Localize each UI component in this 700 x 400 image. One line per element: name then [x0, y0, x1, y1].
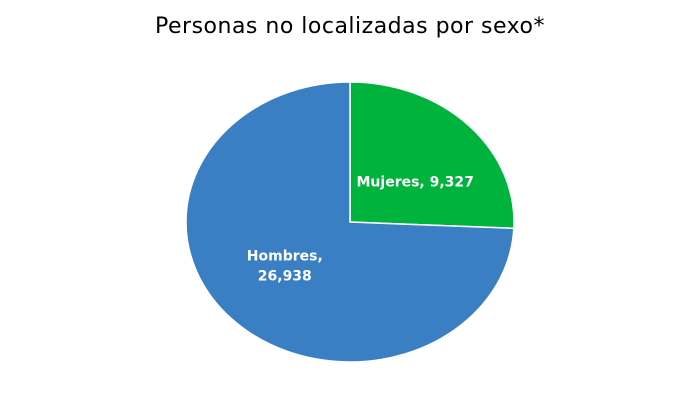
- pie-label-mujeres: Mujeres, 9,327: [357, 174, 474, 190]
- pie-slice-hombres: [185, 81, 515, 363]
- pie-slice-mujeres: [349, 81, 515, 230]
- chart-title: Personas no localizadas por sexo*: [155, 14, 545, 39]
- pie-slices: [185, 81, 515, 363]
- pie-label-hombres: Hombres, 26,938: [247, 249, 323, 285]
- pie-labels: Mujeres, 9,327 Hombres, 26,938: [247, 174, 474, 284]
